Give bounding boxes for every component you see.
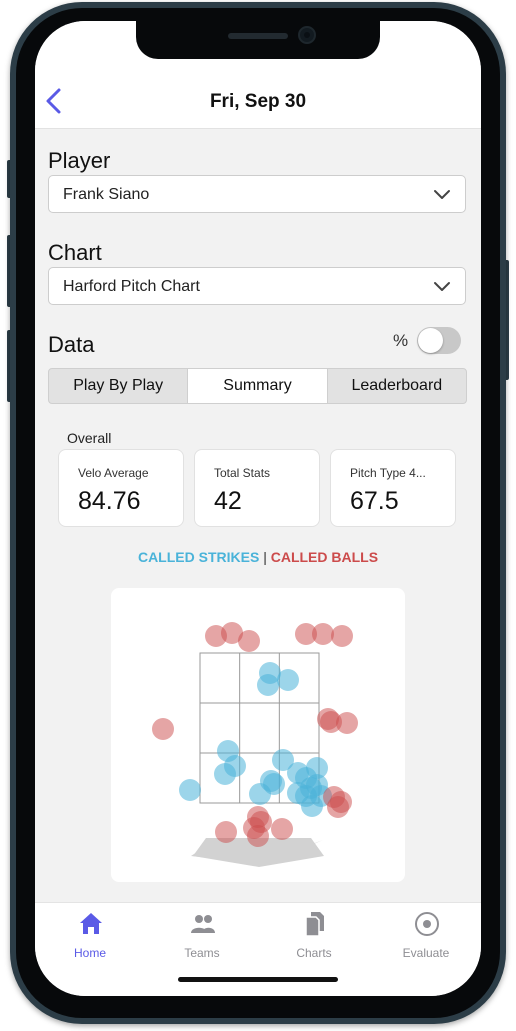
tab-bar-teams[interactable]: Teams bbox=[147, 903, 257, 973]
called-ball-dot bbox=[312, 623, 334, 645]
called-strike-dot bbox=[277, 669, 299, 691]
notch bbox=[136, 21, 380, 59]
chart-legend: CALLED STRIKES | CALLED BALLS bbox=[35, 549, 481, 565]
users-icon bbox=[190, 911, 216, 937]
stat-card-velo: Velo Average 84.76 bbox=[58, 449, 184, 527]
called-strike-dot bbox=[287, 782, 309, 804]
stat-card-label: Total Stats bbox=[214, 466, 270, 480]
player-select-value: Frank Siano bbox=[63, 186, 149, 204]
called-ball-dot bbox=[152, 718, 174, 740]
called-strike-dot bbox=[214, 763, 236, 785]
documents-icon bbox=[302, 911, 328, 937]
tab-bar-label: Home bbox=[35, 946, 145, 960]
stat-card-label: Pitch Type 4... bbox=[350, 466, 426, 480]
called-ball-dot bbox=[331, 625, 353, 647]
called-ball-dot bbox=[336, 712, 358, 734]
target-icon bbox=[414, 911, 440, 937]
overall-heading: Overall bbox=[67, 430, 111, 446]
tab-play-by-play[interactable]: Play By Play bbox=[49, 369, 187, 403]
front-camera bbox=[298, 26, 316, 44]
called-strike-dot bbox=[257, 674, 279, 696]
legend-called-strikes: CALLED STRIKES bbox=[138, 549, 259, 565]
tab-leaderboard[interactable]: Leaderboard bbox=[328, 369, 466, 403]
segmented-control: Play By Play Summary Leaderboard bbox=[48, 368, 467, 404]
stat-card-label: Velo Average bbox=[78, 466, 149, 480]
data-label: Data bbox=[48, 332, 94, 358]
chart-select-value: Harford Pitch Chart bbox=[63, 278, 200, 296]
tab-bar-charts[interactable]: Charts bbox=[259, 903, 369, 973]
stat-card-value: 67.5 bbox=[350, 487, 399, 516]
home-icon bbox=[78, 911, 104, 937]
stat-card-pitch-type: Pitch Type 4... 67.5 bbox=[330, 449, 456, 527]
tab-bar-evaluate[interactable]: Evaluate bbox=[371, 903, 481, 973]
stat-card-value: 42 bbox=[214, 487, 242, 516]
called-ball-dot bbox=[215, 821, 237, 843]
percent-toggle[interactable] bbox=[417, 327, 461, 354]
player-select[interactable]: Frank Siano bbox=[48, 175, 466, 213]
page-title: Fri, Sep 30 bbox=[35, 91, 481, 113]
legend-separator: | bbox=[263, 549, 267, 565]
stat-card-value: 84.76 bbox=[78, 487, 141, 516]
tab-bar-label: Charts bbox=[259, 946, 369, 960]
speaker-grille bbox=[228, 33, 288, 39]
called-strike-dot bbox=[179, 779, 201, 801]
tab-bar-label: Evaluate bbox=[371, 946, 481, 960]
app-screen: Fri, Sep 30 Player Frank Siano Chart Har… bbox=[35, 21, 481, 996]
percent-label: % bbox=[393, 331, 408, 351]
pitch-chart-svg bbox=[111, 588, 405, 882]
called-strike-dot bbox=[249, 783, 271, 805]
chevron-down-icon bbox=[433, 281, 451, 292]
called-ball-dot bbox=[238, 630, 260, 652]
called-ball-dot bbox=[330, 791, 352, 813]
legend-called-balls: CALLED BALLS bbox=[271, 549, 378, 565]
tab-summary[interactable]: Summary bbox=[187, 369, 327, 403]
stat-card-total: Total Stats 42 bbox=[194, 449, 320, 527]
chart-select[interactable]: Harford Pitch Chart bbox=[48, 267, 466, 305]
tab-bar-label: Teams bbox=[147, 946, 257, 960]
tab-bar-home[interactable]: Home bbox=[35, 903, 145, 973]
home-indicator bbox=[178, 977, 338, 982]
pitch-location-chart bbox=[111, 588, 405, 882]
player-label: Player bbox=[48, 148, 110, 174]
chevron-down-icon bbox=[433, 189, 451, 200]
chart-label: Chart bbox=[48, 240, 102, 266]
called-ball-dot bbox=[247, 825, 269, 847]
toggle-knob bbox=[418, 328, 443, 353]
called-ball-dot bbox=[271, 818, 293, 840]
